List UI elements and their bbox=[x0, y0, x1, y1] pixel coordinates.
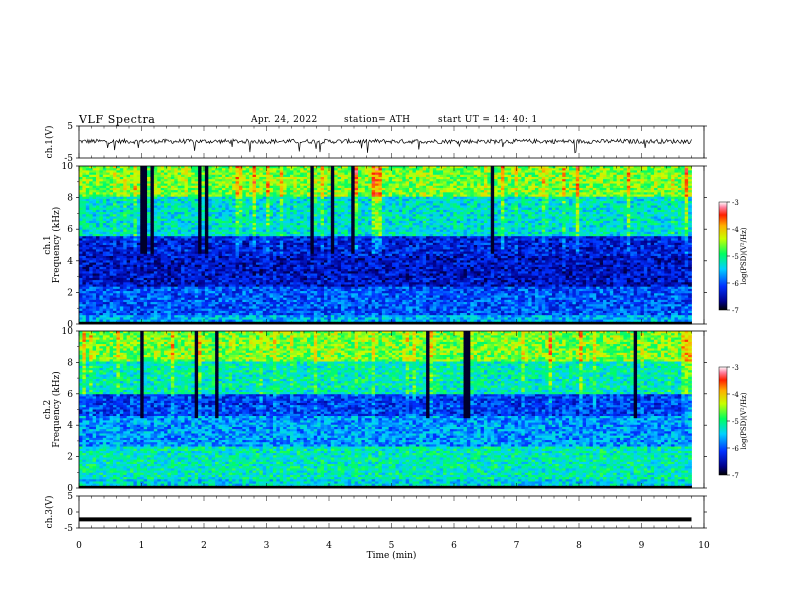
ch2-spectrogram-colorbar bbox=[719, 367, 727, 475]
xtick-label: 7 bbox=[514, 541, 520, 551]
ch3-waveform-ylabel: ch.3(V) bbox=[44, 496, 55, 529]
xtick-label: 8 bbox=[576, 541, 582, 551]
xtick-label: 9 bbox=[639, 541, 645, 551]
ch1-spectrogram-colorbar-tick-label: -4 bbox=[732, 226, 739, 234]
ch1-waveform-line bbox=[79, 139, 692, 153]
ch2-spectrogram-ytick-label: 4 bbox=[67, 421, 73, 431]
ch1-spectrogram-colorbar-tick-label: -3 bbox=[732, 199, 739, 207]
ch1-spectrogram-colorbar-tick-label: -5 bbox=[732, 253, 739, 261]
ch2-spectrogram-ytick-label: 6 bbox=[67, 390, 73, 400]
xtick-label: 10 bbox=[698, 541, 710, 551]
ch2-spectrogram-colorbar-tick-label: -7 bbox=[732, 472, 739, 480]
ch1-waveform-ytick-label: 5 bbox=[67, 122, 73, 132]
xtick-label: 4 bbox=[326, 541, 332, 551]
ch2-spectrogram-ytick-label: 2 bbox=[67, 453, 73, 463]
ch2-spectrogram-ytick-label: 10 bbox=[62, 327, 74, 337]
xtick-label: 3 bbox=[264, 541, 270, 551]
xtick-label: 2 bbox=[201, 541, 207, 551]
ch1-spectrogram-colorbar-label: log(PSD)(V²/Hz) bbox=[740, 227, 748, 284]
ch1-spectrogram-ytick-label: 4 bbox=[67, 257, 73, 267]
ch1-spectrogram-ytick-label: 6 bbox=[67, 225, 73, 235]
ch3-waveform-ytick-label: -5 bbox=[64, 524, 73, 534]
ch2-spectrogram-colorbar-tick-label: -4 bbox=[732, 391, 739, 399]
ch1-spectrogram-ylabel: Frequency (kHz) bbox=[51, 207, 62, 284]
ch1-spectrogram-image bbox=[79, 166, 692, 324]
xtick-label: 5 bbox=[389, 541, 395, 551]
ch1-waveform-ylabel: ch.1(V) bbox=[44, 126, 55, 159]
xtick-label: 6 bbox=[451, 541, 457, 551]
ch2-spectrogram-ylabel: Frequency (kHz) bbox=[51, 371, 62, 448]
ch2-spectrogram-colorbar-tick-label: -6 bbox=[732, 445, 739, 453]
x-axis-label: Time (min) bbox=[367, 550, 417, 561]
ch2-spectrogram-colorbar-tick-label: -3 bbox=[732, 364, 739, 372]
ch2-spectrogram-colorbar-label: log(PSD)(V²/Hz) bbox=[740, 392, 748, 449]
ch3-waveform-ytick-label: 0 bbox=[67, 508, 73, 518]
ch1-spectrogram-ytick-label: 10 bbox=[62, 162, 74, 172]
ch2-spectrogram-ytick-label: 8 bbox=[67, 358, 73, 368]
ch1-spectrogram-ytick-label: 2 bbox=[67, 288, 73, 298]
xtick-label: 0 bbox=[76, 541, 82, 551]
ch2-spectrogram-image bbox=[79, 331, 692, 488]
ch1-spectrogram-colorbar-tick-label: -7 bbox=[732, 307, 739, 315]
ch1-spectrogram-colorbar bbox=[719, 202, 727, 310]
xtick-label: 1 bbox=[139, 541, 145, 551]
ch1-spectrogram-colorbar-tick-label: -6 bbox=[732, 280, 739, 288]
ch2-spectrogram-colorbar-tick-label: -5 bbox=[732, 418, 739, 426]
ch1-spectrogram-ytick-label: 8 bbox=[67, 194, 73, 204]
ch3-waveform-ytick-label: 5 bbox=[67, 492, 73, 502]
